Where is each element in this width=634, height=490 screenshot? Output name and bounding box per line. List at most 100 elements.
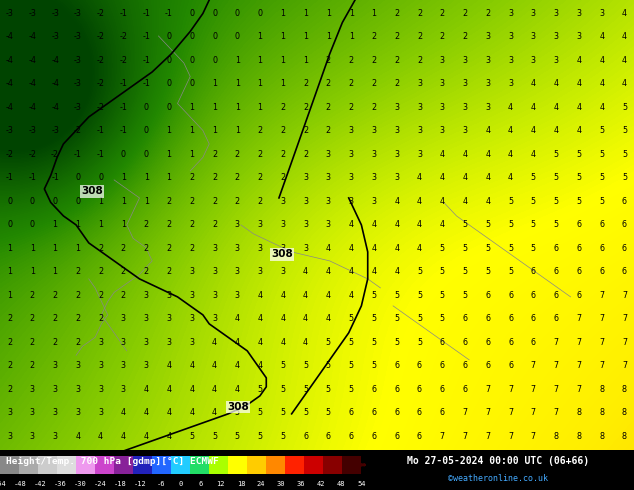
- Text: 5: 5: [394, 291, 399, 300]
- Text: 3: 3: [463, 126, 467, 135]
- Text: 7: 7: [508, 385, 513, 394]
- Text: 8: 8: [599, 408, 604, 417]
- Text: 2: 2: [166, 220, 172, 229]
- Text: 4: 4: [486, 150, 490, 159]
- Text: 6: 6: [553, 291, 559, 300]
- Text: 7: 7: [531, 361, 536, 370]
- Polygon shape: [190, 456, 209, 474]
- Text: 4: 4: [235, 361, 240, 370]
- Text: 3: 3: [508, 9, 513, 18]
- Text: 7: 7: [622, 338, 627, 347]
- Text: 8: 8: [599, 432, 604, 441]
- Text: 1: 1: [326, 9, 331, 18]
- Text: 2: 2: [30, 291, 35, 300]
- Text: 1: 1: [7, 291, 12, 300]
- Text: 1: 1: [349, 9, 354, 18]
- Text: 6: 6: [599, 220, 604, 229]
- Text: 2: 2: [462, 32, 468, 42]
- Polygon shape: [171, 456, 190, 474]
- Text: 4: 4: [553, 103, 559, 112]
- Text: 1: 1: [257, 103, 262, 112]
- Text: 3: 3: [144, 361, 148, 370]
- Text: 1: 1: [53, 268, 58, 276]
- Text: 2: 2: [349, 103, 354, 112]
- Text: 3: 3: [394, 173, 399, 182]
- Text: 2: 2: [235, 173, 240, 182]
- Text: -3: -3: [6, 9, 13, 18]
- Text: 1: 1: [75, 220, 81, 229]
- Text: 0: 0: [212, 56, 217, 65]
- Text: 308: 308: [81, 186, 103, 196]
- Text: 4: 4: [257, 291, 262, 300]
- Text: 4: 4: [486, 126, 490, 135]
- Text: 3: 3: [189, 291, 194, 300]
- Text: 2: 2: [98, 268, 103, 276]
- Text: 2: 2: [280, 126, 285, 135]
- Text: 4: 4: [394, 197, 399, 206]
- Text: 5: 5: [508, 244, 513, 253]
- Polygon shape: [76, 456, 95, 474]
- Text: 3: 3: [30, 408, 35, 417]
- Text: 4: 4: [257, 361, 262, 370]
- Text: 1: 1: [235, 103, 240, 112]
- Text: 2: 2: [212, 150, 217, 159]
- Text: 2: 2: [372, 32, 377, 42]
- Text: 2: 2: [280, 150, 285, 159]
- Text: 5: 5: [303, 385, 308, 394]
- Text: 3: 3: [599, 9, 604, 18]
- Text: 4: 4: [349, 268, 354, 276]
- Text: 3: 3: [508, 32, 513, 42]
- Text: 3: 3: [303, 220, 308, 229]
- Text: 6: 6: [440, 338, 445, 347]
- Text: 0: 0: [235, 32, 240, 42]
- Text: -36: -36: [54, 481, 67, 487]
- Text: 4: 4: [212, 338, 217, 347]
- Text: 5: 5: [599, 150, 604, 159]
- Text: 3: 3: [417, 150, 422, 159]
- Text: -12: -12: [134, 481, 147, 487]
- Text: 4: 4: [622, 9, 627, 18]
- Text: 4: 4: [167, 432, 171, 441]
- Text: 1: 1: [30, 244, 35, 253]
- Text: 3: 3: [53, 408, 58, 417]
- Text: 1: 1: [303, 32, 308, 42]
- Text: -2: -2: [119, 56, 127, 65]
- Text: 3: 3: [417, 103, 422, 112]
- Text: 1: 1: [7, 244, 12, 253]
- Text: 2: 2: [166, 244, 172, 253]
- Text: 7: 7: [462, 408, 468, 417]
- Text: 3: 3: [326, 220, 331, 229]
- Text: 4: 4: [394, 220, 399, 229]
- Text: 3: 3: [98, 408, 103, 417]
- Text: 2: 2: [326, 126, 331, 135]
- Text: 4: 4: [440, 150, 445, 159]
- Text: -4: -4: [6, 79, 13, 89]
- Text: 8: 8: [553, 432, 559, 441]
- Text: 36: 36: [297, 481, 306, 487]
- Text: 4: 4: [372, 244, 377, 253]
- Text: 4: 4: [440, 197, 445, 206]
- Text: 3: 3: [121, 315, 126, 323]
- Text: 3: 3: [553, 32, 559, 42]
- Text: 4: 4: [463, 173, 467, 182]
- Text: 12: 12: [217, 481, 225, 487]
- Text: 4: 4: [235, 385, 240, 394]
- Text: 7: 7: [576, 338, 581, 347]
- Text: 7: 7: [531, 385, 536, 394]
- Text: 4: 4: [326, 268, 331, 276]
- Text: 5: 5: [257, 432, 262, 441]
- Text: -4: -4: [29, 79, 36, 89]
- Text: 4: 4: [121, 408, 126, 417]
- Text: 2: 2: [280, 173, 285, 182]
- Text: 7: 7: [576, 385, 581, 394]
- Text: 7: 7: [599, 361, 604, 370]
- Text: 3: 3: [144, 338, 148, 347]
- Text: 4: 4: [394, 244, 399, 253]
- Text: 5: 5: [508, 268, 513, 276]
- Text: 3: 3: [235, 244, 240, 253]
- Text: 7: 7: [485, 408, 490, 417]
- Text: 2: 2: [189, 244, 194, 253]
- Text: 3: 3: [280, 244, 285, 253]
- Text: 4: 4: [576, 126, 581, 135]
- Text: 3: 3: [463, 79, 467, 89]
